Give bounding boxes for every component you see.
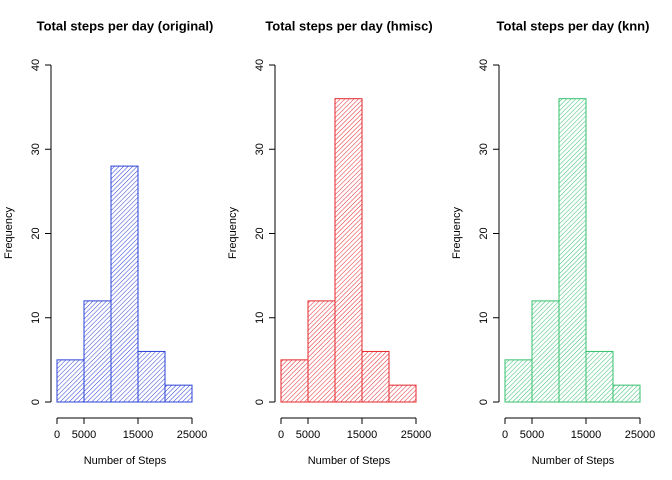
y-tick-label: 0 bbox=[30, 399, 42, 405]
x-tick-label: 25000 bbox=[401, 429, 432, 441]
x-tick-label: 15000 bbox=[571, 429, 602, 441]
x-tick-label: 0 bbox=[502, 429, 508, 441]
y-tick-label: 30 bbox=[30, 143, 42, 155]
chart-title: Total steps per day (knn) bbox=[497, 18, 650, 33]
x-axis-label: Number of Steps bbox=[308, 455, 391, 467]
x-axis-label: Number of Steps bbox=[84, 455, 167, 467]
y-tick-label: 0 bbox=[478, 399, 490, 405]
x-tick-label: 15000 bbox=[347, 429, 378, 441]
y-tick-label: 0 bbox=[254, 399, 266, 405]
x-tick-label: 25000 bbox=[625, 429, 656, 441]
y-tick-label: 20 bbox=[254, 227, 266, 239]
x-tick-label: 25000 bbox=[177, 429, 208, 441]
bar bbox=[307, 300, 336, 403]
y-axis-label: Frequency bbox=[227, 207, 239, 259]
bar bbox=[388, 384, 417, 403]
bar bbox=[137, 350, 166, 403]
chart-title: Total steps per day (hmisc) bbox=[265, 18, 432, 33]
bar bbox=[585, 350, 614, 403]
x-tick-label: 0 bbox=[278, 429, 284, 441]
bar bbox=[531, 300, 560, 403]
y-tick-label: 10 bbox=[478, 312, 490, 324]
bar bbox=[56, 359, 85, 403]
x-tick-label: 15000 bbox=[123, 429, 154, 441]
y-tick-label: 40 bbox=[254, 59, 266, 71]
y-tick-label: 20 bbox=[478, 227, 490, 239]
y-tick-label: 10 bbox=[30, 312, 42, 324]
y-axis-label: Frequency bbox=[3, 207, 15, 259]
y-axis-label: Frequency bbox=[451, 207, 463, 259]
x-tick-label: 0 bbox=[54, 429, 60, 441]
bar bbox=[164, 384, 193, 403]
y-tick-label: 20 bbox=[30, 227, 42, 239]
bar bbox=[612, 384, 641, 403]
x-tick-label: 5000 bbox=[72, 429, 96, 441]
y-tick-label: 40 bbox=[478, 59, 490, 71]
bar bbox=[280, 359, 309, 403]
bar bbox=[83, 300, 112, 403]
y-tick-label: 30 bbox=[478, 143, 490, 155]
bar bbox=[558, 98, 587, 403]
x-tick-label: 5000 bbox=[296, 429, 320, 441]
y-tick-label: 10 bbox=[254, 312, 266, 324]
y-tick-label: 40 bbox=[30, 59, 42, 71]
bar bbox=[504, 359, 533, 403]
x-axis-label: Number of Steps bbox=[532, 455, 615, 467]
x-tick-label: 5000 bbox=[520, 429, 544, 441]
bar bbox=[334, 98, 363, 403]
y-tick-label: 30 bbox=[254, 143, 266, 155]
bar bbox=[110, 165, 139, 403]
chart-title: Total steps per day (original) bbox=[37, 18, 214, 33]
bar bbox=[361, 350, 390, 403]
